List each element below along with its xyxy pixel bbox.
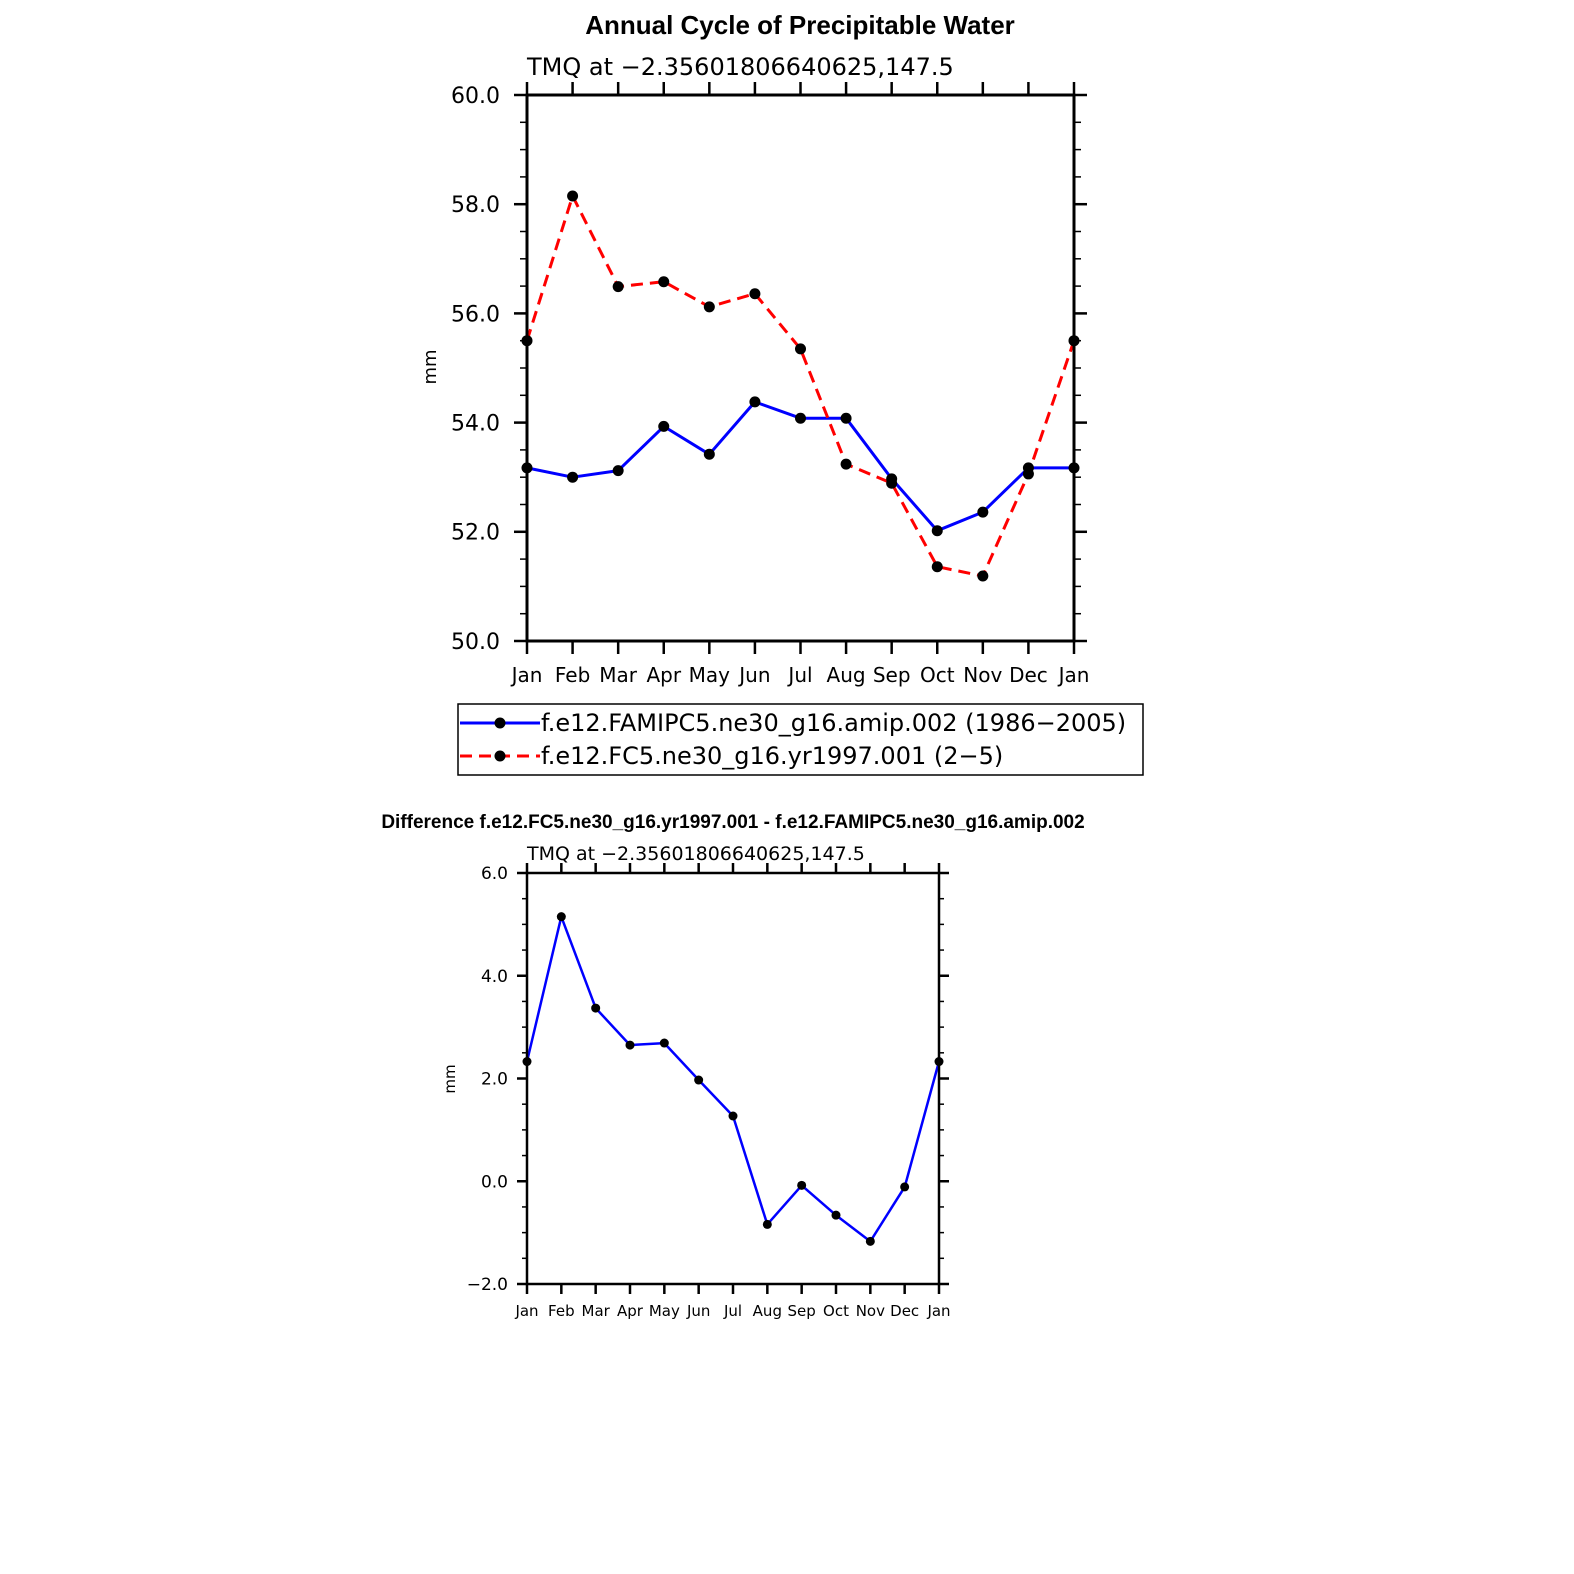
data-point: [728, 1111, 738, 1121]
data-point: [900, 1182, 910, 1192]
x-tick-label: Oct: [920, 663, 955, 687]
x-tick-label: Feb: [555, 663, 590, 687]
x-tick-label: Jan: [514, 1302, 538, 1320]
x-tick-label: Jun: [686, 1302, 710, 1320]
y-tick-labels: −2.0 0.0 2.0 4.0 6.0: [467, 864, 508, 1295]
y-tick-label: 0.0: [481, 1172, 508, 1192]
y-tick-label: 52.0: [451, 521, 500, 546]
x-tick-label: Sep: [873, 663, 911, 687]
legend-entry-series-2: f.e12.FC5.ne30_g16.yr1997.001 (2−5): [460, 742, 1003, 770]
series-markers: [521, 190, 1080, 582]
data-point: [840, 412, 852, 424]
y-tick-label: 2.0: [481, 1070, 508, 1090]
x-tick-label: Apr: [617, 1302, 644, 1320]
y-axis-label: mm: [420, 349, 441, 384]
x-tick-label: Nov: [856, 1302, 885, 1320]
x-tick-label: Sep: [788, 1302, 816, 1320]
data-point: [612, 465, 624, 477]
data-point: [886, 477, 898, 489]
data-point: [659, 1038, 669, 1048]
x-tick-labels: Jan Feb Mar Apr May Jun Jul Aug Sep Oct Nov Dec Jan: [514, 1302, 950, 1320]
legend-marker-series-2: [494, 750, 506, 762]
data-point: [625, 1040, 635, 1050]
data-point: [591, 1003, 601, 1013]
legend-box: [457, 703, 1144, 776]
series-markers: [522, 912, 944, 1246]
legend: f.e12.FAMIPC5.ne30_g16.amip.002 (1986−20…: [457, 703, 1144, 776]
x-tick-label: Nov: [963, 663, 1002, 687]
data-point: [977, 570, 989, 582]
series-line-2: [525, 194, 1076, 578]
data-point: [658, 276, 670, 288]
chart-subtitle: TMQ at −2.35601806640625,147.5: [526, 843, 865, 865]
x-tick-label: Jan: [510, 663, 543, 687]
data-point: [749, 396, 761, 408]
axis-ticks: [517, 863, 949, 1294]
data-point: [831, 1210, 841, 1220]
y-tick-label: 6.0: [481, 864, 508, 884]
data-point: [840, 458, 852, 470]
y-tick-labels: 50.0 52.0 54.0 56.0 58.0 60.0: [451, 84, 500, 655]
data-point: [795, 343, 806, 355]
plot-frame: [525, 871, 941, 1286]
x-tick-label: May: [689, 663, 731, 687]
series-lines: [525, 194, 1076, 578]
data-point: [567, 190, 579, 202]
x-tick-label: Jun: [737, 663, 770, 687]
y-tick-label: 58.0: [451, 193, 500, 218]
series-line-1: [525, 915, 941, 1243]
x-tick-label: Aug: [827, 663, 866, 687]
data-point: [865, 1236, 875, 1246]
chart-title: Annual Cycle of Precipitable Water: [585, 10, 1015, 40]
x-tick-label: Apr: [646, 663, 681, 687]
data-point: [749, 288, 761, 300]
x-tick-label: Mar: [599, 663, 638, 687]
y-tick-label: 60.0: [451, 84, 500, 109]
annual-cycle-chart: Annual Cycle of Precipitable Water TMQ a…: [420, 10, 1089, 687]
legend-label-series-2: f.e12.FC5.ne30_g16.yr1997.001 (2−5): [541, 742, 1003, 770]
data-point: [977, 506, 989, 518]
chart-subtitle: TMQ at −2.35601806640625,147.5: [526, 53, 954, 81]
data-point: [762, 1219, 772, 1229]
y-tick-label: −2.0: [467, 1275, 508, 1295]
y-tick-label: 56.0: [451, 302, 500, 327]
series-lines: [525, 915, 941, 1243]
plot-frame: [525, 93, 1076, 643]
data-point: [556, 912, 566, 922]
legend-marker-series-1: [494, 717, 506, 729]
data-point: [694, 1075, 704, 1085]
x-tick-label: Jul: [786, 663, 812, 687]
x-tick-label: Jan: [1057, 663, 1090, 687]
data-point: [567, 471, 579, 483]
data-point: [703, 448, 715, 460]
x-tick-label: Mar: [582, 1302, 611, 1320]
data-point: [703, 301, 715, 313]
chart-title: Difference f.e12.FC5.ne30_g16.yr1997.001…: [381, 812, 1084, 833]
x-tick-labels: Jan Feb Mar Apr May Jun Jul Aug Sep Oct Nov Dec Jan: [510, 663, 1090, 687]
x-tick-label: Jul: [723, 1302, 742, 1320]
x-tick-label: Aug: [753, 1302, 782, 1320]
legend-label-series-1: f.e12.FAMIPC5.ne30_g16.amip.002 (1986−20…: [541, 709, 1126, 737]
data-point: [931, 525, 943, 537]
legend-entry-series-1: f.e12.FAMIPC5.ne30_g16.amip.002 (1986−20…: [460, 709, 1126, 737]
axis-ticks: [514, 82, 1087, 654]
data-point: [797, 1180, 807, 1190]
y-axis-label: mm: [441, 1064, 459, 1093]
x-tick-label: Jan: [926, 1302, 950, 1320]
x-tick-label: Dec: [1009, 663, 1048, 687]
y-tick-label: 54.0: [451, 412, 500, 437]
x-tick-label: Feb: [548, 1302, 575, 1320]
data-point: [612, 281, 624, 293]
x-tick-label: Oct: [823, 1302, 849, 1320]
data-point: [1022, 468, 1034, 480]
y-tick-label: 50.0: [451, 630, 500, 655]
data-point: [931, 561, 943, 573]
y-tick-label: 4.0: [481, 967, 508, 987]
data-point: [795, 412, 806, 424]
data-point: [658, 420, 670, 432]
x-tick-label: May: [649, 1302, 680, 1320]
x-tick-label: Dec: [890, 1302, 919, 1320]
difference-chart: Difference f.e12.FC5.ne30_g16.yr1997.001…: [381, 812, 1084, 1320]
